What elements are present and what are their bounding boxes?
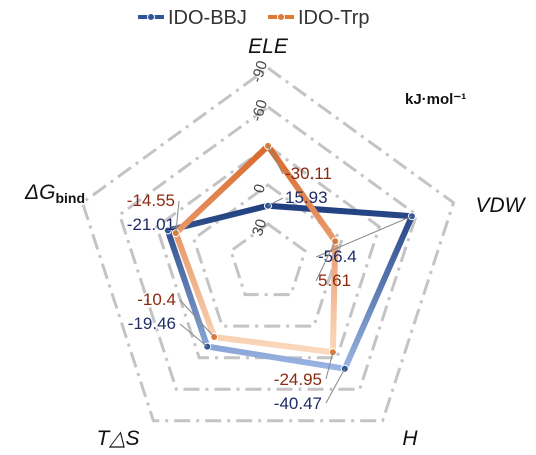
value-label-pointer: [315, 215, 413, 258]
value-labels: -30.11 15.93 -56.4 5.61 -24.95 -40.47 -10.4 -19…: [127, 145, 413, 413]
legend-marker: [147, 13, 155, 21]
grid-ring: [80, 66, 456, 423]
value-label-pointer: [325, 352, 334, 380]
value-label: -24.95: [274, 370, 322, 389]
value-label-pointer: [325, 368, 346, 404]
axis-label-ele: ELE: [248, 35, 289, 58]
value-label: -30.11: [285, 164, 332, 183]
value-label: 5.61: [318, 271, 351, 290]
value-label: -56.4: [318, 247, 357, 266]
axis-label-tds: T△S: [97, 427, 140, 450]
radial-tick-label: -90: [248, 59, 271, 85]
value-label-pointer: [315, 240, 336, 282]
radial-ticks: -90 -60 0 30: [248, 59, 271, 239]
axis-label-dg: ΔGbind: [24, 181, 85, 206]
grid-ring: [229, 222, 307, 297]
legend: IDO-BBJ IDO-Trp: [138, 7, 369, 29]
legend-marker: [277, 13, 285, 21]
grid-ring: [117, 105, 419, 391]
value-label: 15.93: [285, 188, 328, 207]
value-label-pointer: [267, 145, 284, 175]
value-label-pointer: [179, 299, 215, 338]
value-label: -10.4: [137, 290, 176, 309]
axis-label-h: H: [402, 427, 418, 450]
axis-labels: ELE VDW H T△S ΔGbind: [24, 35, 527, 450]
value-label: -14.55: [127, 191, 175, 210]
radial-tick-label: 30: [249, 217, 270, 238]
value-label-pointer: [179, 323, 208, 347]
value-label: -21.01: [127, 215, 175, 234]
legend-label: IDO-BBJ: [168, 7, 247, 29]
legend-label: IDO-Trp: [298, 7, 369, 29]
unit-label: kJ·mol⁻¹: [405, 91, 466, 108]
value-label-pointer: [267, 197, 284, 207]
radial-tick-label: 0: [250, 182, 269, 195]
series-line: [172, 142, 339, 356]
radial-tick-label: -60: [248, 98, 271, 124]
axis-label-vdw: VDW: [476, 194, 527, 217]
value-label-pointer: [175, 200, 180, 234]
value-label: -19.46: [128, 314, 176, 333]
value-label: -40.47: [274, 394, 322, 413]
value-label-pointer: [167, 224, 180, 231]
